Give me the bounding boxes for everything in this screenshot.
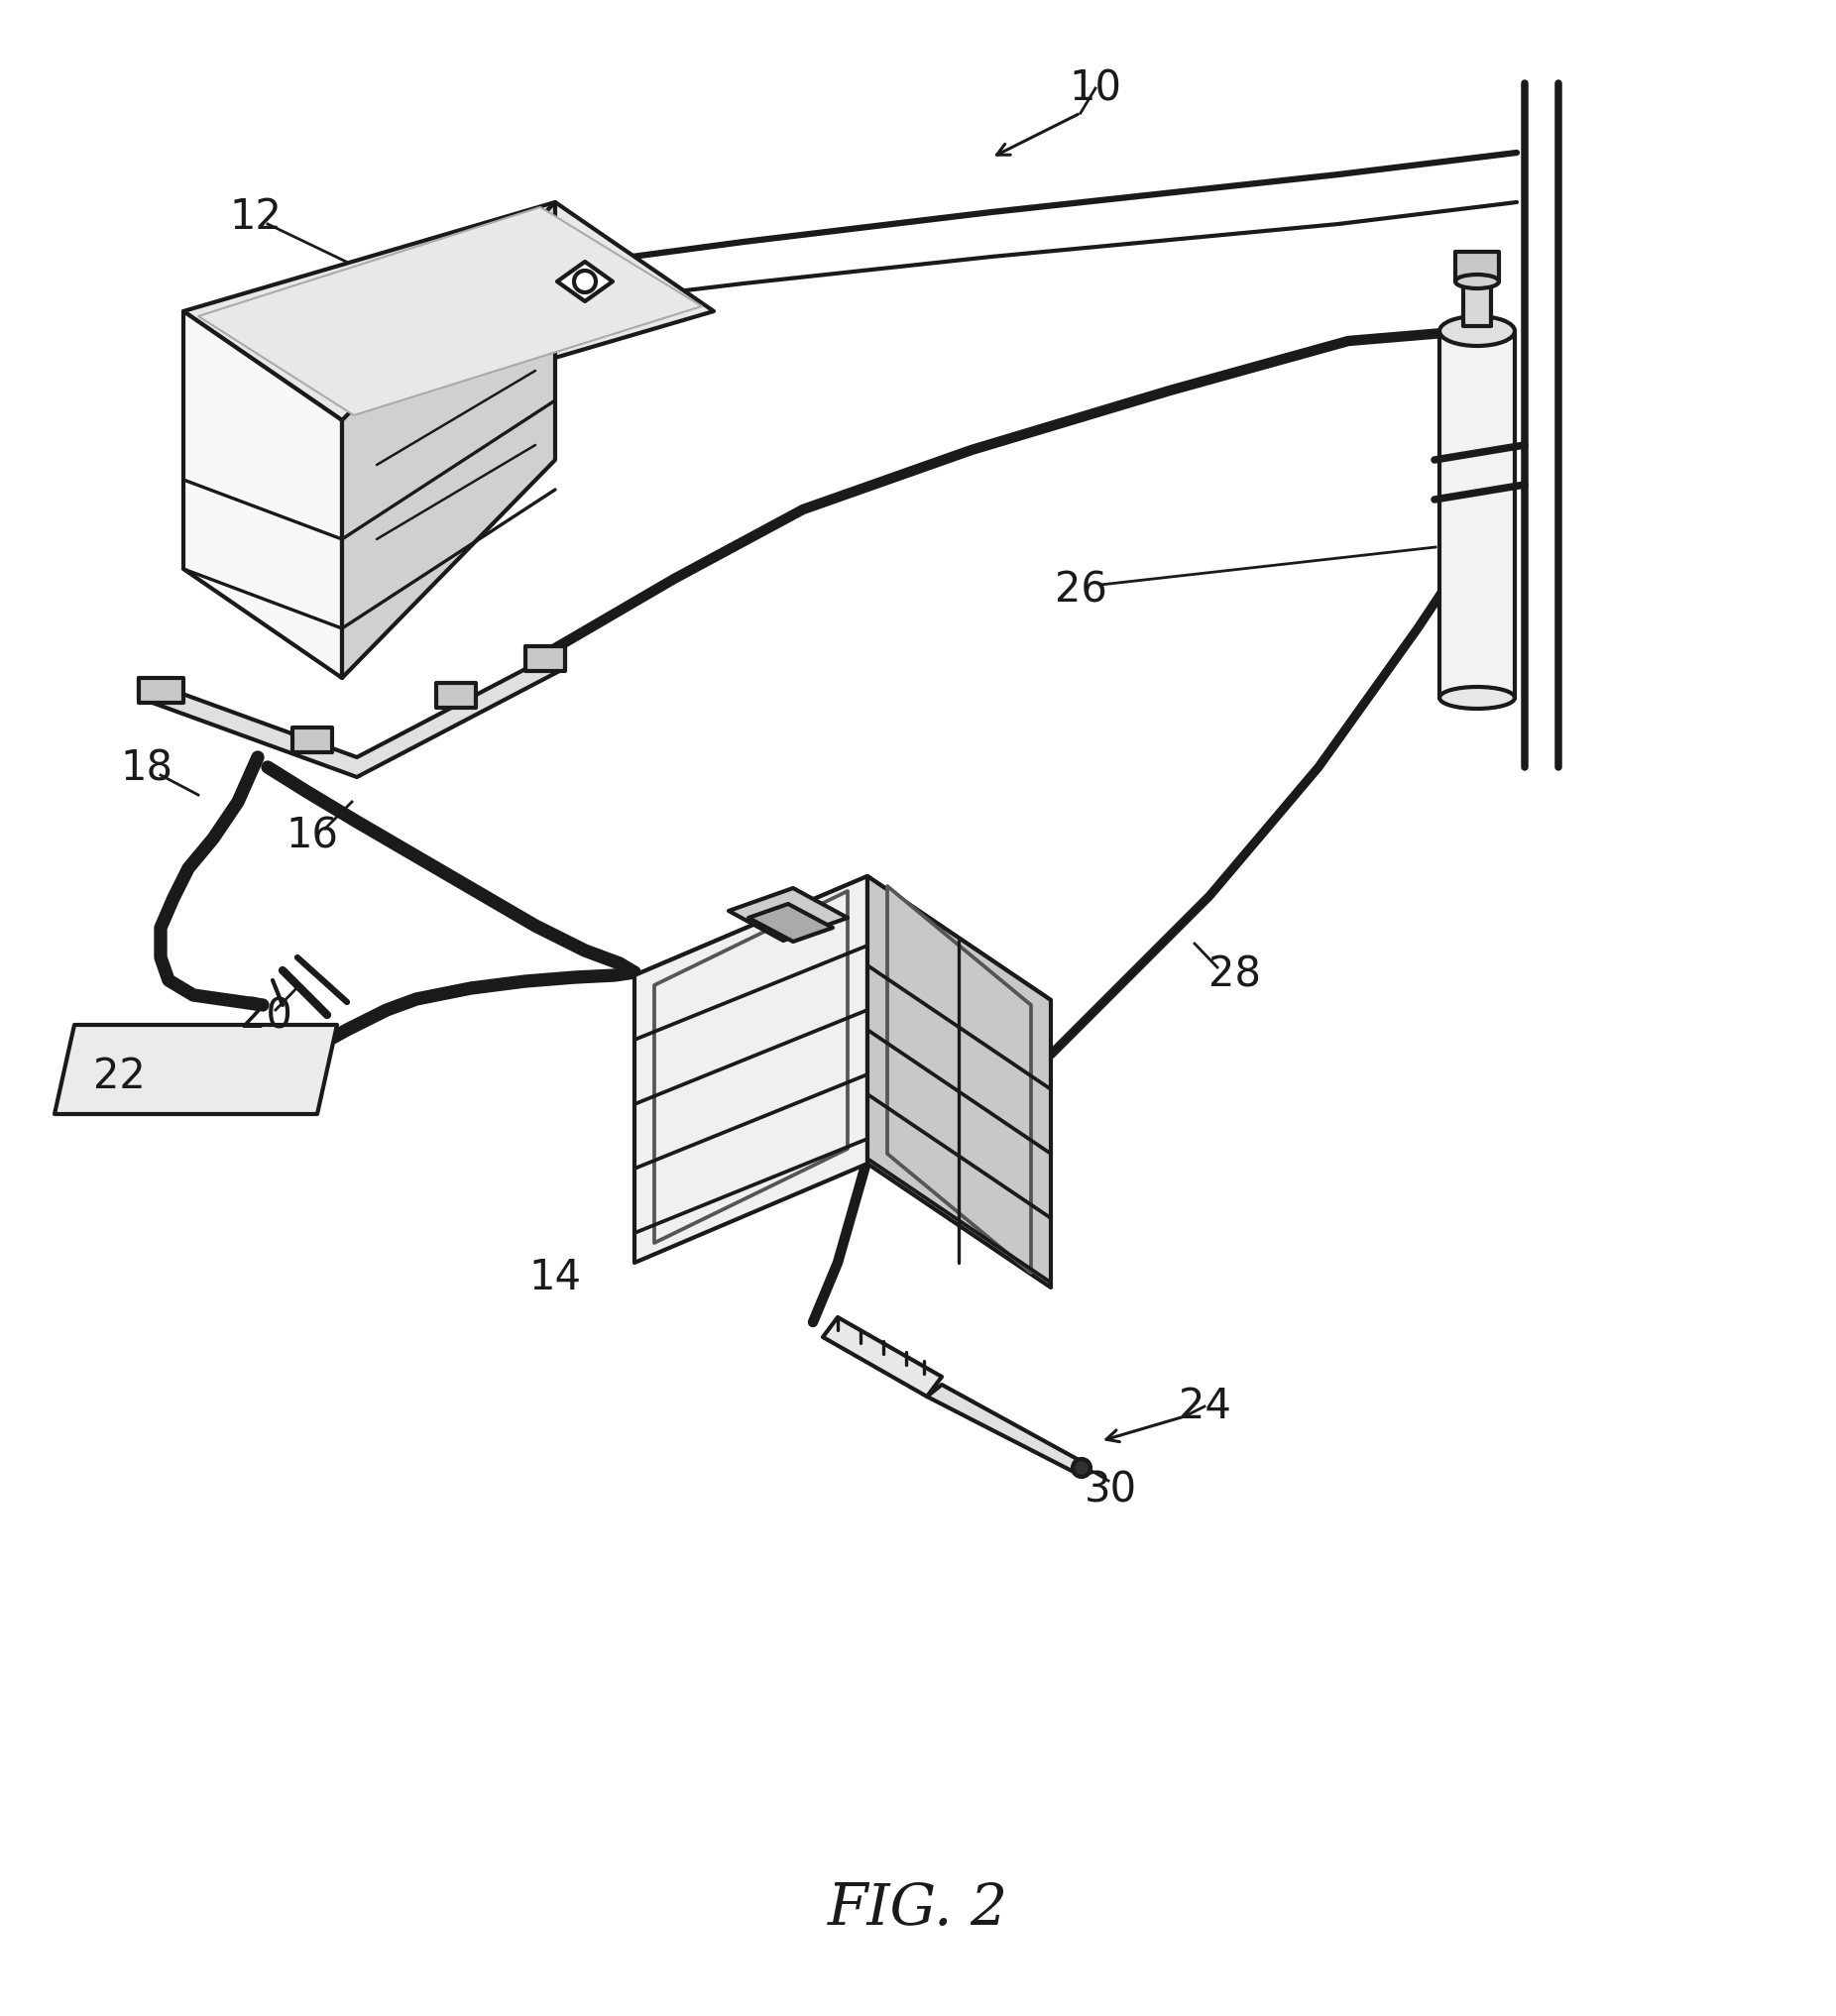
Polygon shape — [823, 1316, 942, 1397]
Polygon shape — [525, 647, 565, 671]
Polygon shape — [1439, 331, 1515, 698]
Polygon shape — [437, 683, 476, 708]
Text: 20: 20 — [239, 996, 292, 1038]
Polygon shape — [198, 208, 701, 415]
Text: 12: 12 — [230, 196, 283, 238]
Circle shape — [1072, 1460, 1091, 1478]
Text: 10: 10 — [1069, 67, 1122, 109]
Text: 14: 14 — [529, 1256, 582, 1298]
Polygon shape — [1463, 282, 1491, 327]
Polygon shape — [292, 728, 332, 752]
Polygon shape — [184, 202, 714, 419]
Polygon shape — [140, 677, 184, 704]
Ellipse shape — [1439, 317, 1515, 347]
Polygon shape — [887, 887, 1032, 1272]
Text: 18: 18 — [121, 748, 173, 790]
Polygon shape — [749, 903, 834, 941]
Text: 30: 30 — [1083, 1470, 1136, 1512]
Polygon shape — [635, 877, 867, 1262]
Ellipse shape — [1439, 687, 1515, 710]
Text: 24: 24 — [1179, 1385, 1230, 1427]
Polygon shape — [140, 649, 565, 776]
Polygon shape — [867, 877, 1050, 1288]
Polygon shape — [55, 1024, 338, 1115]
Text: 16: 16 — [286, 816, 338, 857]
Polygon shape — [1456, 252, 1498, 282]
Text: 28: 28 — [1208, 954, 1261, 996]
Ellipse shape — [1456, 274, 1498, 288]
Text: 22: 22 — [94, 1056, 145, 1097]
Polygon shape — [729, 889, 848, 941]
Polygon shape — [341, 202, 554, 677]
Text: 26: 26 — [1054, 571, 1107, 611]
Polygon shape — [556, 262, 613, 300]
Text: FIG. 2: FIG. 2 — [828, 1881, 1008, 1937]
Polygon shape — [635, 877, 1050, 1099]
Polygon shape — [184, 310, 341, 677]
Polygon shape — [654, 891, 848, 1244]
Polygon shape — [927, 1385, 1081, 1474]
